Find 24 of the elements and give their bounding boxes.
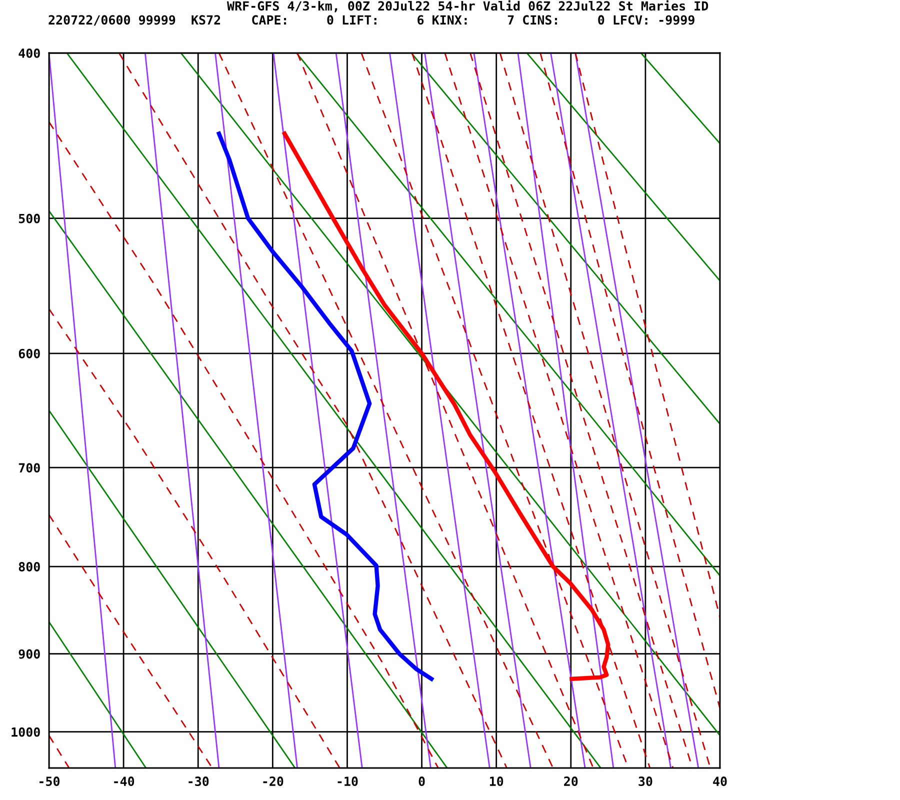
y-tick-label: 400 bbox=[18, 48, 40, 58]
y-tick-label: 500 bbox=[18, 214, 40, 224]
line-series bbox=[216, 132, 434, 681]
x-tick-label: -20 bbox=[263, 776, 284, 786]
line-series bbox=[49, 308, 340, 768]
line-series bbox=[49, 121, 439, 768]
x-tick-label: -50 bbox=[40, 776, 60, 786]
y-tick-label: 1000 bbox=[12, 727, 40, 737]
x-tick-label: 40 bbox=[713, 776, 727, 786]
y-tick-label: 700 bbox=[18, 463, 40, 473]
x-tick-label: 20 bbox=[564, 776, 578, 786]
line-series bbox=[282, 132, 610, 681]
x-tick-label: 30 bbox=[638, 776, 652, 786]
x-tick-label: -40 bbox=[114, 776, 134, 786]
x-tick-label: 0 bbox=[418, 776, 425, 786]
y-tick-label: 800 bbox=[18, 562, 40, 572]
y-tick-label: 600 bbox=[18, 348, 40, 358]
x-tick-label: -10 bbox=[338, 776, 358, 786]
line-series bbox=[118, 53, 508, 768]
y-tick-label: 900 bbox=[18, 649, 40, 659]
chart-subtitle: 220722/0600 99999 KS72 CAPE: 0 LIFT: 6 KINX: 7 CINS: 0 LFCV: -9999 bbox=[48, 15, 694, 26]
x-tick-label: 10 bbox=[490, 776, 504, 786]
x-tick-label: -30 bbox=[188, 776, 209, 786]
chart-title: WRF-GFS 4/3-km, 00Z 20Jul22 54-hr Valid 06Z 22Jul22 St Maries ID bbox=[227, 0, 708, 12]
